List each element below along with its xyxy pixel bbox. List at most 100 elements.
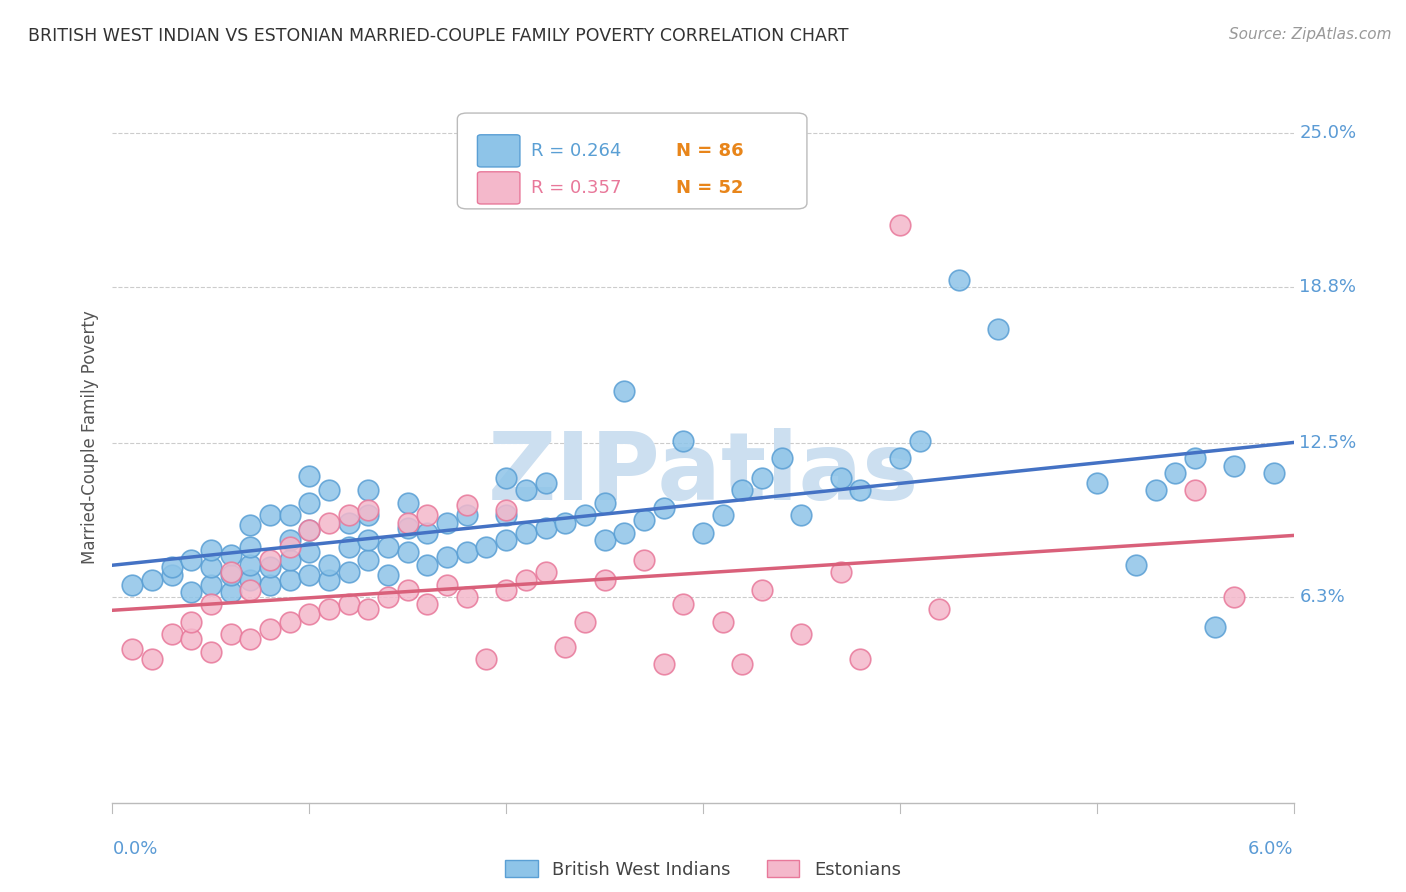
Point [337,508,360,523]
Point [456,545,478,559]
Point [515,573,537,587]
Point [711,508,734,523]
Point [672,598,695,612]
Point [987,322,1010,336]
Point [534,565,557,579]
Point [456,508,478,523]
Point [751,471,773,485]
Point [298,607,321,622]
Point [278,573,301,587]
Legend: British West Indians, Estonians: British West Indians, Estonians [505,860,901,879]
Point [613,384,636,399]
Point [1204,620,1226,634]
Point [200,598,222,612]
Point [889,218,911,232]
Point [180,632,202,647]
Text: 6.0%: 6.0% [1249,840,1294,858]
Point [357,508,380,523]
Point [200,577,222,591]
FancyBboxPatch shape [478,172,520,204]
Point [141,652,163,666]
Point [849,483,872,498]
Point [416,558,439,572]
Point [396,520,419,534]
Point [318,483,340,498]
Text: 6.3%: 6.3% [1299,588,1346,606]
Point [436,550,458,565]
Point [200,560,222,574]
Point [180,553,202,567]
Point [554,640,576,654]
Text: R = 0.357: R = 0.357 [530,179,621,197]
Point [416,525,439,540]
Point [593,573,616,587]
Point [456,498,478,512]
Point [495,503,517,517]
Point [633,513,655,527]
Point [711,615,734,629]
Point [298,496,321,510]
Point [278,553,301,567]
Point [1184,451,1206,466]
Point [377,590,399,604]
Point [731,657,754,671]
FancyBboxPatch shape [478,135,520,167]
Point [416,598,439,612]
Point [593,533,616,547]
Point [160,567,183,582]
Point [692,525,714,540]
Point [495,508,517,523]
Point [731,483,754,498]
Point [357,553,380,567]
Point [554,516,576,530]
Point [1184,483,1206,498]
Point [1085,475,1108,490]
Point [908,434,931,448]
Point [1223,590,1246,604]
Point [574,615,596,629]
Point [259,560,281,574]
Point [239,582,262,597]
Point [337,516,360,530]
Point [298,468,321,483]
Point [259,553,281,567]
Point [1164,466,1187,480]
Point [613,525,636,540]
Point [357,602,380,616]
Point [416,508,439,523]
Text: 25.0%: 25.0% [1299,124,1357,143]
Point [259,622,281,636]
Point [239,518,262,533]
Point [652,500,675,515]
Point [219,627,242,641]
Point [1263,466,1285,480]
Point [180,585,202,599]
Point [298,545,321,559]
Point [337,598,360,612]
Point [495,533,517,547]
Point [1125,558,1147,572]
Point [239,632,262,647]
Text: 18.8%: 18.8% [1299,278,1357,296]
Text: BRITISH WEST INDIAN VS ESTONIAN MARRIED-COUPLE FAMILY POVERTY CORRELATION CHART: BRITISH WEST INDIAN VS ESTONIAN MARRIED-… [28,27,849,45]
Point [200,644,222,658]
Point [219,567,242,582]
Point [318,602,340,616]
Point [160,560,183,574]
Point [396,496,419,510]
Point [1144,483,1167,498]
Point [790,627,813,641]
Point [396,582,419,597]
Text: N = 86: N = 86 [676,142,744,160]
Point [318,573,340,587]
Point [574,508,596,523]
Point [278,615,301,629]
Point [377,541,399,555]
Point [219,565,242,579]
Point [357,483,380,498]
Point [278,508,301,523]
Text: N = 52: N = 52 [676,179,744,197]
Text: ZIPatlas: ZIPatlas [488,427,918,520]
Point [515,525,537,540]
Point [633,553,655,567]
